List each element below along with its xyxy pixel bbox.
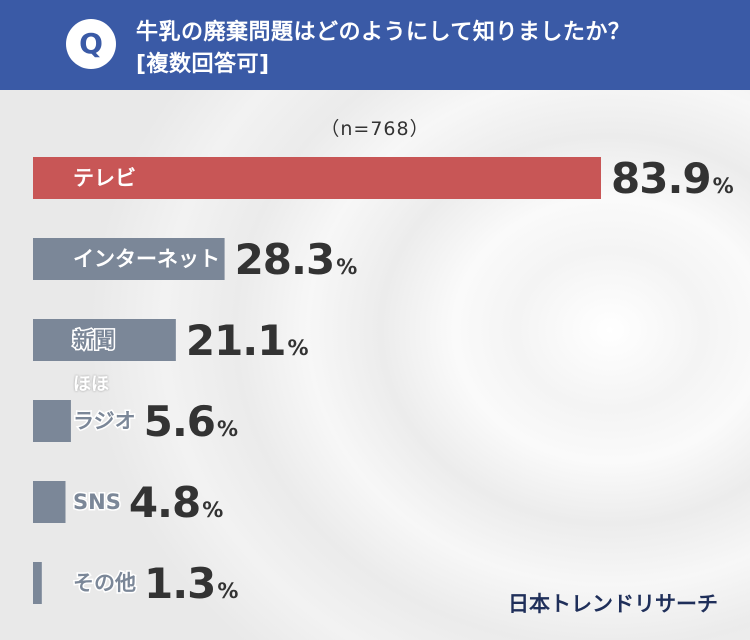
bar-0 bbox=[33, 157, 602, 199]
bar-3 bbox=[33, 400, 71, 442]
value-label-0: 83.9% bbox=[611, 154, 734, 203]
bar-1 bbox=[33, 238, 225, 280]
bar-5 bbox=[33, 562, 42, 604]
value-label-2: 21.1% bbox=[186, 316, 309, 365]
sample-size: （n=768） bbox=[320, 118, 430, 140]
brand-logo: 日本トレンドリサーチ bbox=[508, 592, 718, 616]
value-label-4: 4.8% bbox=[129, 478, 223, 527]
question-note: [複数回答可] bbox=[136, 52, 270, 77]
bar-label-1: インターネット bbox=[73, 247, 220, 271]
value-label-1: 28.3% bbox=[235, 235, 358, 284]
bar-4 bbox=[33, 481, 66, 523]
question-text: 牛乳の廃棄問題はどのようにして知りましたか？ bbox=[136, 20, 631, 45]
bar-label-0: テレビ bbox=[73, 166, 136, 190]
bar-label-3: ラジオ bbox=[73, 409, 136, 433]
bar-2 bbox=[33, 319, 176, 361]
value-label-5: 1.3% bbox=[144, 559, 238, 608]
bar-label-5: その他 bbox=[73, 571, 136, 595]
bar-label-2: 新聞 bbox=[73, 328, 115, 352]
question-badge: Q bbox=[66, 19, 116, 69]
bar-label-4: SNS bbox=[73, 490, 121, 514]
annotation-note: ほほ bbox=[73, 374, 109, 395]
question-header: Q 牛乳の廃棄問題はどのようにして知りましたか？ [複数回答可] bbox=[0, 0, 750, 90]
value-label-3: 5.6% bbox=[144, 397, 238, 446]
